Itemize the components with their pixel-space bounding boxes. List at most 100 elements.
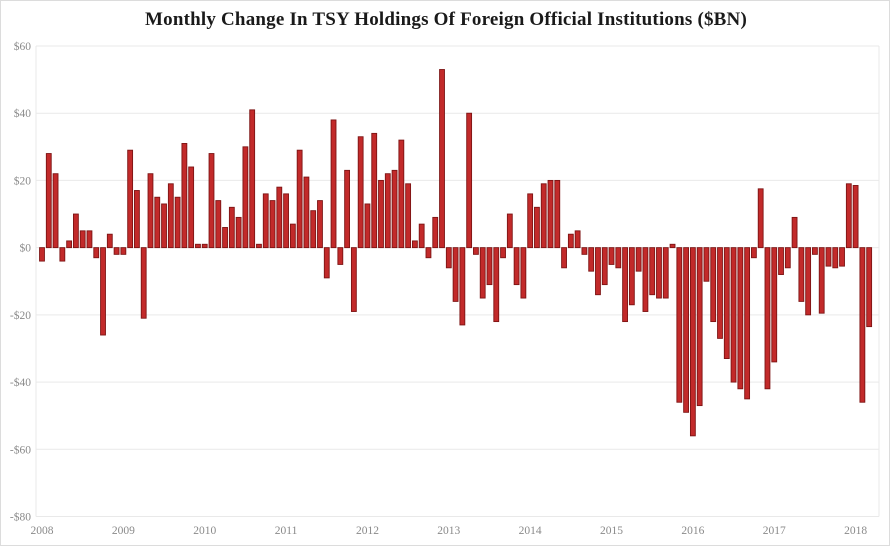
bar	[235, 216, 242, 249]
bar	[744, 247, 751, 400]
bar	[140, 247, 147, 319]
bar	[717, 247, 723, 339]
y-axis-tick-label: -$40	[10, 376, 31, 389]
bar	[852, 185, 859, 249]
bar	[100, 247, 106, 336]
bar	[357, 136, 364, 249]
bar	[364, 203, 371, 249]
bar	[689, 247, 696, 437]
bar	[45, 153, 52, 249]
x-axis-year-label: 2012	[356, 525, 379, 537]
bar	[188, 166, 195, 249]
bar	[161, 203, 167, 249]
y-axis-tick-label: -$80	[10, 511, 31, 524]
bar	[595, 247, 601, 296]
bar	[778, 247, 784, 275]
bar	[818, 247, 825, 314]
chart-title: Monthly Change In TSY Holdings Of Foreig…	[144, 9, 747, 30]
bar	[174, 196, 181, 249]
bar	[696, 247, 703, 407]
bar	[378, 179, 384, 249]
bar	[303, 176, 310, 249]
bar	[134, 190, 140, 249]
bar	[500, 247, 506, 259]
bar	[676, 247, 683, 403]
bar	[662, 247, 669, 299]
bar	[574, 230, 581, 249]
bar	[215, 200, 222, 249]
bar	[439, 69, 445, 249]
x-axis-year-label: 2014	[519, 525, 542, 537]
bar	[656, 247, 662, 299]
x-axis-year-label: 2018	[844, 525, 867, 537]
bar	[283, 193, 289, 249]
bar	[445, 247, 452, 269]
bar	[405, 183, 412, 249]
x-axis-year-label: 2008	[31, 525, 54, 537]
bar	[344, 169, 350, 249]
bar	[52, 173, 59, 249]
bar	[120, 247, 127, 255]
bar	[812, 247, 818, 255]
x-axis-year-label: 2017	[763, 525, 786, 537]
bar	[181, 143, 188, 249]
bar	[764, 247, 771, 390]
y-axis-tick-label: -$20	[10, 309, 31, 322]
bar	[791, 216, 798, 249]
bar	[222, 227, 228, 249]
bar	[167, 183, 174, 249]
y-axis-tick-label: $60	[14, 40, 32, 53]
bar	[201, 243, 208, 249]
bar	[228, 206, 235, 249]
bar	[730, 247, 737, 383]
bar	[317, 200, 323, 249]
bar	[323, 247, 330, 279]
bar	[459, 247, 466, 326]
bar	[513, 247, 520, 286]
bar	[839, 247, 845, 267]
bar	[506, 213, 513, 249]
bar	[628, 247, 635, 306]
bar	[751, 247, 757, 259]
bar	[798, 247, 805, 302]
bar	[289, 223, 296, 249]
bar	[710, 247, 717, 323]
bar	[866, 247, 873, 328]
y-axis-tick-label: $20	[14, 174, 32, 187]
bar	[452, 247, 459, 302]
bar	[310, 210, 317, 249]
bar	[683, 247, 690, 413]
bar	[72, 213, 79, 249]
bar	[547, 179, 554, 249]
bar	[825, 247, 832, 267]
bar	[534, 206, 540, 249]
bar	[425, 247, 432, 259]
y-axis-tick-label: -$60	[10, 443, 31, 456]
x-axis-year-label: 2013	[437, 525, 460, 537]
bar	[106, 233, 113, 249]
bar	[615, 247, 622, 269]
bar	[93, 247, 100, 259]
bar	[527, 193, 534, 249]
bar	[757, 188, 764, 249]
bar	[208, 153, 215, 249]
bar	[581, 247, 588, 255]
bar	[418, 223, 425, 249]
x-axis-year-label: 2009	[112, 525, 135, 537]
bar	[269, 200, 276, 249]
bar	[262, 193, 269, 249]
bar	[520, 247, 527, 299]
bar	[154, 196, 161, 249]
bar	[249, 109, 256, 249]
bar	[59, 247, 66, 262]
bar	[79, 230, 86, 249]
x-axis-year-label: 2011	[275, 525, 298, 537]
bar	[276, 186, 283, 249]
bar	[642, 247, 649, 312]
bar	[601, 247, 608, 286]
bar	[256, 243, 262, 249]
x-axis-year-label: 2016	[681, 525, 704, 537]
bar	[242, 146, 249, 249]
bar	[473, 247, 479, 255]
